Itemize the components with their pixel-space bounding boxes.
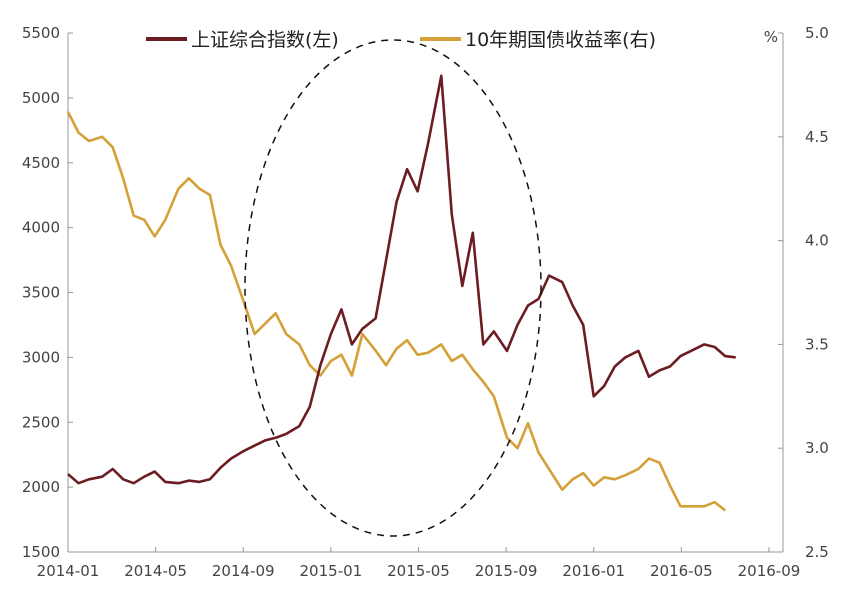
y-axis-right-unit: %	[764, 28, 778, 46]
dashed-ellipse-annotation	[244, 39, 542, 537]
x-tick-label: 2014-05	[124, 562, 187, 580]
y-right-tick-label: 3.5	[805, 335, 829, 353]
series-layer	[66, 74, 736, 512]
x-tick-label: 2016-09	[738, 562, 801, 580]
y-axis-left-ticks: 1500 2000 2500 3000 3500 4000 4500 5000 5500	[22, 24, 73, 561]
y-right-tick-label: 4.5	[805, 128, 829, 146]
x-tick-label: 2014-09	[212, 562, 275, 580]
legend-label-bond-yield: 10年期国债收益率(右)	[465, 29, 656, 51]
y-left-tick-label: 3500	[22, 284, 60, 302]
y-right-tick-label: 2.5	[805, 543, 829, 561]
x-tick-label: 2015-01	[300, 562, 363, 580]
y-right-tick-label: 5.0	[805, 24, 829, 42]
y-axis-right-ticks: 2.5 3.0 3.5 4.0 4.5 5.0	[778, 24, 829, 561]
x-tick-label: 2016-01	[562, 562, 625, 580]
x-tick-label: 2016-05	[650, 562, 713, 580]
series-line-shanghai-index	[67, 74, 736, 485]
y-right-tick-label: 4.0	[805, 232, 829, 250]
y-left-tick-label: 1500	[22, 543, 60, 561]
y-right-tick-label: 3.0	[805, 439, 829, 457]
y-left-tick-label: 5500	[22, 24, 60, 42]
x-axis-ticks: 2014-01 2014-05 2014-09 2015-01 2015-05 2015-…	[37, 547, 801, 580]
y-left-tick-label: 2000	[22, 478, 60, 496]
y-left-tick-label: 3000	[22, 348, 60, 366]
legend: 上证综合指数(左) 10年期国债收益率(右)	[146, 29, 656, 51]
series-line-bond-yield	[66, 111, 727, 512]
x-tick-label: 2014-01	[37, 562, 100, 580]
x-tick-label: 2015-05	[387, 562, 450, 580]
y-left-tick-label: 4500	[22, 154, 60, 172]
y-axis-right: %	[764, 28, 784, 552]
y-left-tick-label: 5000	[22, 89, 60, 107]
y-left-tick-label: 4000	[22, 219, 60, 237]
x-tick-label: 2015-09	[475, 562, 538, 580]
legend-label-shanghai-index: 上证综合指数(左)	[191, 29, 339, 51]
y-left-tick-label: 2500	[22, 413, 60, 431]
